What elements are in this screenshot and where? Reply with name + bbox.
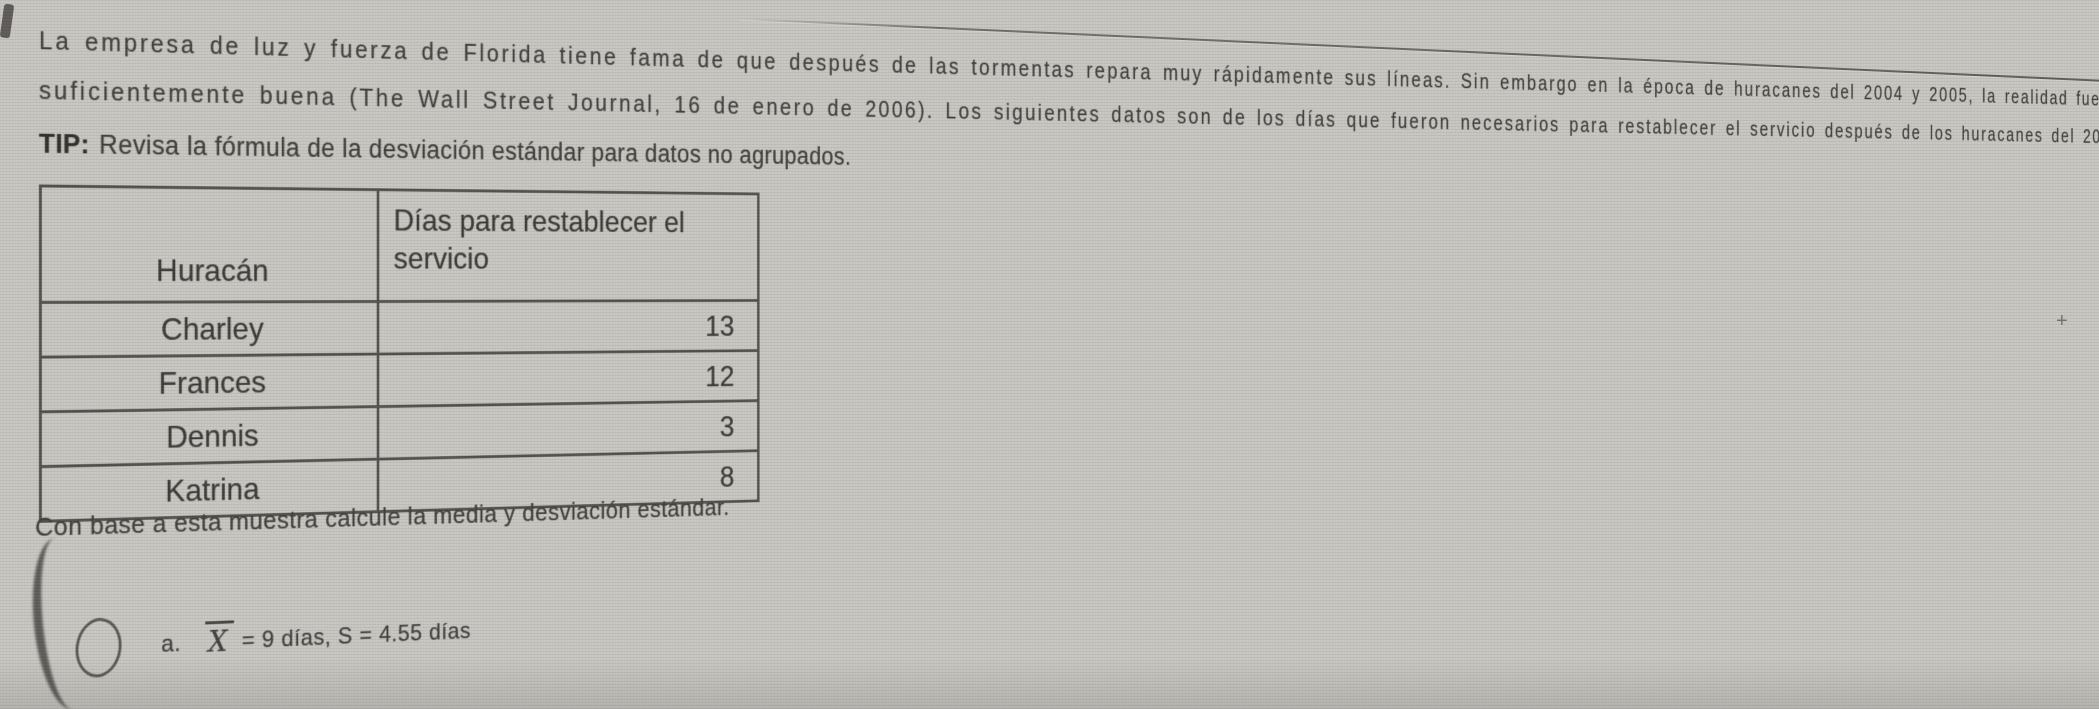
hurricane-name-cell: Charley (40, 301, 378, 358)
mean-symbol-xbar: X (205, 620, 235, 659)
table-header-hurricane: Huracán (40, 185, 378, 303)
hurricane-name-cell: Frances (40, 354, 378, 412)
option-a-value-text: = 9 días, S = 4.55 días (241, 618, 471, 655)
question-panel: La empresa de luz y fuerza de Florida ti… (35, 27, 2099, 680)
option-a-label: a. (161, 630, 182, 658)
days-value-cell: 12 (377, 350, 759, 407)
tip-label: TIP: (38, 128, 90, 160)
table-header-days: Días para restablecer el servicio (377, 189, 759, 302)
table-header-row: Huracán Días para restablecer el servici… (40, 185, 759, 303)
days-value-cell: 13 (377, 300, 759, 355)
hurricane-table: Huracán Días para restablecer el servici… (39, 184, 760, 522)
option-a-text[interactable]: a. X = 9 días, S = 4.55 días (161, 613, 471, 663)
option-a[interactable]: a. X = 9 días, S = 4.55 días (72, 603, 471, 680)
tip-body: Revisa la fórmula de la desviación están… (99, 129, 852, 171)
plus-artifact: + (2056, 310, 2068, 332)
hurricane-name-cell: Dennis (40, 406, 378, 467)
tip-line: TIP: Revisa la fórmula de la desviación e… (39, 129, 851, 171)
days-value-cell: 3 (377, 400, 759, 460)
table-row: Charley 13 (40, 300, 759, 358)
